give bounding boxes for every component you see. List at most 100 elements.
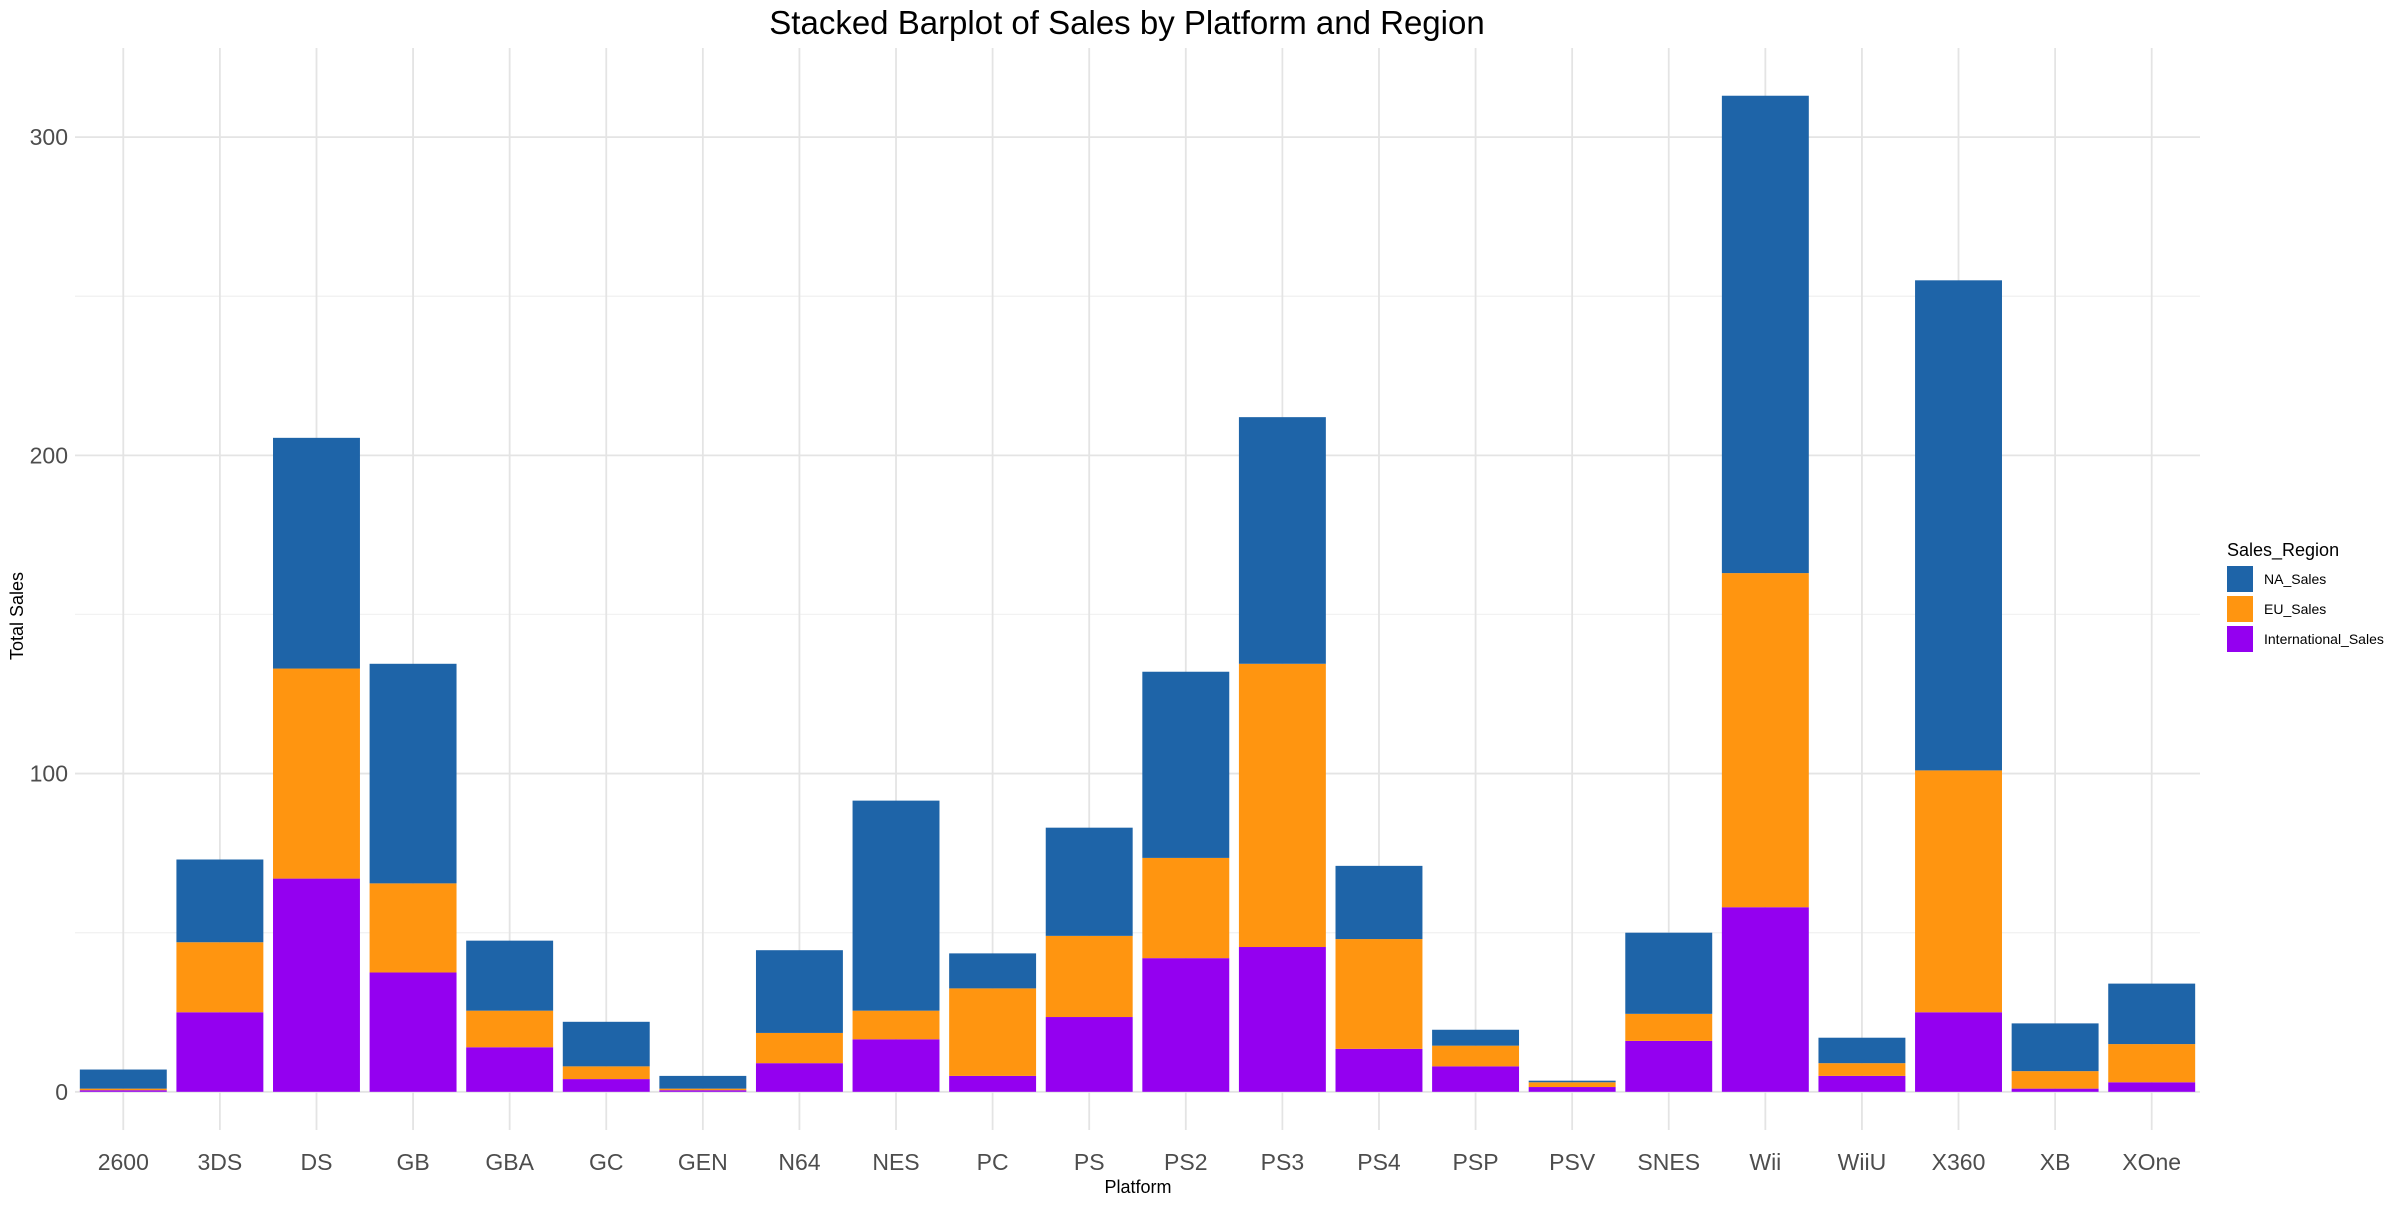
bar-segment-GBA-NA_Sales <box>466 940 554 1011</box>
x-tick-label: PS <box>1074 1149 1105 1175</box>
bar-segment-DS-NA_Sales <box>273 437 360 669</box>
bar-segment-3DS-NA_Sales <box>176 859 264 943</box>
bar-segment-N64-EU_Sales <box>755 1032 843 1064</box>
bar-segment-PS4-NA_Sales <box>1335 865 1423 940</box>
bar-segment-X360-EU_Sales <box>1915 770 2002 1013</box>
bar-segment-PS-International_Sales <box>1045 1017 1133 1092</box>
bar-segment-SNES-NA_Sales <box>1625 932 1713 1014</box>
x-tick-label: GC <box>589 1149 624 1175</box>
bar-segment-PSV-EU_Sales <box>1528 1082 1616 1088</box>
x-tick-label: GB <box>396 1149 429 1175</box>
bar-segment-NES-EU_Sales <box>852 1010 940 1040</box>
bar-segment-Wii-International_Sales <box>1721 907 1809 1092</box>
x-tick-label: GBA <box>485 1149 534 1175</box>
y-tick-label: 100 <box>30 761 68 787</box>
legend: Sales_Region NA_Sales EU_Sales Internation… <box>2227 540 2384 652</box>
legend-swatch <box>2227 566 2253 592</box>
x-tick-label: Wii <box>1749 1149 1781 1175</box>
legend-swatch <box>2227 596 2253 622</box>
bar-segment-GC-NA_Sales <box>562 1021 650 1067</box>
x-tick-label: 2600 <box>98 1149 149 1175</box>
x-tick-label: SNES <box>1637 1149 1700 1175</box>
chart-title: Stacked Barplot of Sales by Platform and… <box>769 4 1484 41</box>
x-tick-label: GEN <box>678 1149 728 1175</box>
bar-segment-PS-NA_Sales <box>1045 827 1133 936</box>
bar-segment-3DS-EU_Sales <box>176 942 264 1013</box>
x-tick-label: PSP <box>1453 1149 1499 1175</box>
bar-segment-PS2-EU_Sales <box>1142 857 1230 959</box>
x-tick-label: X360 <box>1932 1149 1986 1175</box>
y-axis-title: Total Sales <box>7 572 27 660</box>
bar-segment-XOne-EU_Sales <box>2108 1044 2196 1083</box>
bar-segment-WiiU-International_Sales <box>1818 1075 1906 1092</box>
bar-segment-PS3-EU_Sales <box>1238 663 1326 948</box>
bar-segment-WiiU-EU_Sales <box>1818 1063 1906 1076</box>
bar-segment-SNES-International_Sales <box>1625 1040 1713 1092</box>
bar-segment-PSP-EU_Sales <box>1432 1045 1520 1067</box>
x-tick-label: NES <box>872 1149 919 1175</box>
x-tick-label: 3DS <box>198 1149 243 1175</box>
bar-segment-N64-NA_Sales <box>755 950 843 1033</box>
bars-layer <box>79 95 2196 1092</box>
bar-segment-NES-International_Sales <box>852 1039 940 1092</box>
x-tick-label: PC <box>977 1149 1009 1175</box>
bar-segment-SNES-EU_Sales <box>1625 1013 1713 1041</box>
y-tick-label: 300 <box>30 124 68 150</box>
bar-segment-XOne-NA_Sales <box>2108 983 2196 1045</box>
x-axis-title: Platform <box>1104 1177 1171 1197</box>
legend-items: NA_Sales EU_Sales International_Sales <box>2227 566 2384 652</box>
bar-segment-PS4-International_Sales <box>1335 1048 1423 1092</box>
bar-segment-GC-International_Sales <box>562 1079 650 1092</box>
bar-segment-PC-NA_Sales <box>949 953 1037 989</box>
legend-label: EU_Sales <box>2264 601 2326 617</box>
bar-segment-GB-International_Sales <box>369 972 457 1092</box>
x-tick-label: PS2 <box>1164 1149 1207 1175</box>
bar-segment-XB-International_Sales <box>2011 1088 2099 1092</box>
legend-label: NA_Sales <box>2264 571 2326 587</box>
bar-segment-PSP-NA_Sales <box>1432 1029 1520 1046</box>
bar-segment-XB-EU_Sales <box>2011 1071 2099 1089</box>
y-tick-label: 200 <box>30 442 68 468</box>
bar-segment-X360-NA_Sales <box>1915 280 2002 771</box>
bar-segment-PS2-International_Sales <box>1142 958 1230 1092</box>
y-tick-label: 0 <box>55 1079 68 1105</box>
bar-segment-GB-EU_Sales <box>369 883 457 973</box>
x-tick-label: PSV <box>1549 1149 1596 1175</box>
bar-segment-XOne-International_Sales <box>2108 1082 2196 1092</box>
bar-segment-NES-NA_Sales <box>852 800 940 1011</box>
bar-segment-PC-International_Sales <box>949 1075 1037 1092</box>
bar-segment-N64-International_Sales <box>755 1063 843 1092</box>
bar-segment-PSV-International_Sales <box>1528 1087 1616 1092</box>
bar-segment-PS2-NA_Sales <box>1142 671 1230 858</box>
bar-segment-DS-EU_Sales <box>273 668 360 879</box>
bar-segment-2600-NA_Sales <box>79 1069 167 1089</box>
bar-segment-PS3-NA_Sales <box>1238 417 1326 664</box>
bar-segment-GBA-International_Sales <box>466 1047 554 1092</box>
bar-segment-DS-International_Sales <box>273 878 360 1092</box>
legend-swatch <box>2227 626 2253 652</box>
bar-segment-GC-EU_Sales <box>562 1066 650 1080</box>
bar-segment-XB-NA_Sales <box>2011 1023 2099 1072</box>
legend-title: Sales_Region <box>2227 540 2339 561</box>
legend-label: International_Sales <box>2264 631 2384 647</box>
bar-segment-WiiU-NA_Sales <box>1818 1037 1906 1064</box>
bar-segment-PSV-NA_Sales <box>1528 1080 1616 1083</box>
x-tick-label: N64 <box>778 1149 820 1175</box>
bar-segment-GEN-International_Sales <box>659 1090 747 1092</box>
bar-segment-GEN-EU_Sales <box>659 1088 747 1091</box>
bar-segment-Wii-EU_Sales <box>1721 573 1809 908</box>
x-tick-label: PS3 <box>1261 1149 1304 1175</box>
x-tick-label: XOne <box>2122 1149 2181 1175</box>
bar-segment-3DS-International_Sales <box>176 1012 264 1092</box>
bar-segment-GEN-NA_Sales <box>659 1075 747 1089</box>
bar-segment-X360-International_Sales <box>1915 1012 2002 1092</box>
bar-segment-2600-International_Sales <box>79 1090 167 1092</box>
x-tick-label: PS4 <box>1357 1149 1401 1175</box>
bar-segment-PS-EU_Sales <box>1045 935 1133 1018</box>
bar-segment-Wii-NA_Sales <box>1721 95 1809 574</box>
bar-segment-PS3-International_Sales <box>1238 947 1326 1092</box>
bar-segment-2600-EU_Sales <box>79 1088 167 1091</box>
